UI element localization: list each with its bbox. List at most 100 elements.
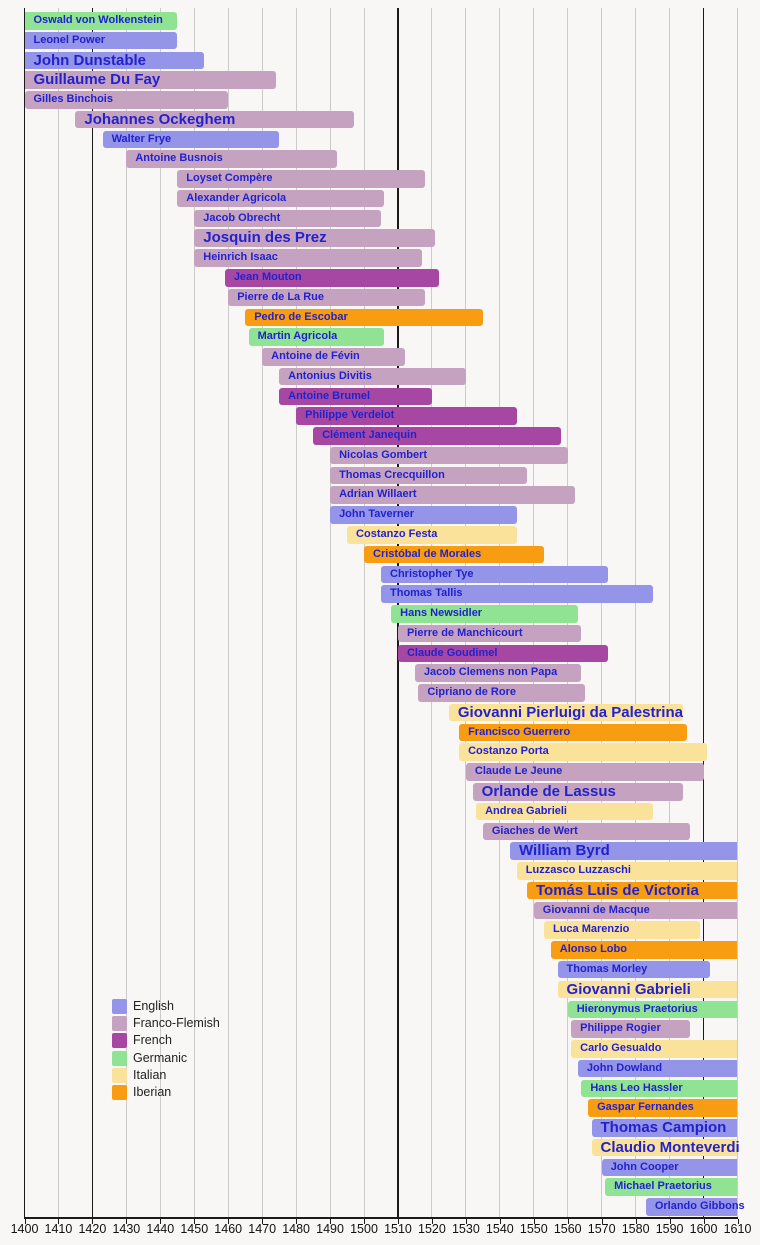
composer-label: Pierre de La Rue bbox=[237, 290, 325, 303]
composer-bar[interactable]: Jacob Obrecht bbox=[194, 209, 381, 228]
composer-bar[interactable]: Martin Agricola bbox=[248, 328, 385, 346]
composer-label: Costanzo Festa bbox=[356, 528, 438, 541]
composer-label: John Cooper bbox=[610, 1160, 679, 1173]
composer-bar[interactable]: Orlando Gibbons bbox=[645, 1198, 745, 1216]
composer-bar[interactable]: Claude Le Jeune bbox=[465, 763, 704, 781]
composer-bar[interactable]: Antoine Brumel bbox=[279, 387, 432, 406]
composer-bar[interactable]: Francisco Guerrero bbox=[459, 723, 687, 742]
x-axis-tick-label: 1440 bbox=[146, 1222, 175, 1236]
x-axis-tick-label: 1570 bbox=[587, 1222, 616, 1236]
x-axis-tick-label: 1540 bbox=[485, 1222, 514, 1236]
composer-bar[interactable]: Loyset Compère bbox=[177, 170, 426, 188]
composer-bar[interactable]: John Dowland bbox=[577, 1059, 738, 1078]
composer-bar[interactable]: Guillaume Du Fay bbox=[24, 71, 276, 89]
composer-label: Alexander Agricola bbox=[186, 191, 287, 204]
composer-label: Pedro de Escobar bbox=[254, 310, 348, 323]
composer-bar[interactable]: Claudio Monteverdi bbox=[591, 1138, 740, 1157]
legend-swatch-iberian bbox=[112, 1085, 127, 1100]
composer-bar[interactable]: Luzzasco Luzzaschi bbox=[516, 862, 738, 880]
composer-label: Antoine de Févin bbox=[271, 350, 360, 363]
composer-bar[interactable]: Giovanni Gabrieli bbox=[557, 980, 738, 999]
x-axis-tick-label: 1500 bbox=[350, 1222, 378, 1236]
composer-bar[interactable]: Antoine Busnois bbox=[126, 150, 337, 168]
composer-label: Hans Newsidler bbox=[400, 607, 483, 620]
composer-bar[interactable]: Leonel Power bbox=[24, 31, 178, 50]
composer-bar[interactable]: Giovanni Pierluigi da Palestrina bbox=[448, 703, 684, 722]
composer-bar[interactable]: Clément Janequin bbox=[313, 427, 561, 445]
composer-label: Thomas Crecquillon bbox=[339, 468, 445, 481]
composer-label: Andrea Gabrieli bbox=[485, 804, 567, 817]
composer-bar[interactable]: Josquin des Prez bbox=[194, 229, 436, 247]
composer-bar[interactable]: Oswald von Wolkenstein bbox=[24, 12, 178, 30]
composer-bar[interactable]: Giovanni de Macque bbox=[533, 901, 738, 920]
composer-bar[interactable]: Michael Praetorius bbox=[605, 1178, 738, 1196]
composer-bar[interactable]: Alexander Agricola bbox=[177, 189, 385, 208]
composer-bar[interactable]: Hans Newsidler bbox=[391, 605, 578, 623]
gridline-1460 bbox=[227, 8, 229, 1217]
composer-bar[interactable]: Hieronymus Praetorius bbox=[567, 1000, 738, 1018]
composer-bar[interactable]: Philippe Verdelot bbox=[296, 407, 517, 425]
composer-bar[interactable]: Costanzo Porta bbox=[459, 743, 707, 761]
composer-label: Carlo Gesualdo bbox=[580, 1042, 662, 1055]
composer-label: Claude Le Jeune bbox=[474, 765, 563, 778]
composer-bar[interactable]: Andrea Gabrieli bbox=[476, 802, 653, 821]
composer-bar[interactable]: Alonso Lobo bbox=[550, 941, 738, 959]
composer-label: Claudio Monteverdi bbox=[600, 1138, 740, 1156]
composer-bar[interactable]: Jean Mouton bbox=[224, 269, 439, 287]
x-axis-tick-1590 bbox=[669, 1218, 671, 1224]
composer-bar[interactable]: Antoine de Févin bbox=[262, 348, 405, 366]
composer-bar[interactable]: Nicolas Gombert bbox=[330, 446, 568, 465]
composer-bar[interactable]: Giaches de Wert bbox=[482, 822, 690, 841]
composer-bar[interactable]: Thomas Morley bbox=[557, 960, 711, 979]
composer-label: Giaches de Wert bbox=[491, 824, 578, 837]
composer-bar[interactable]: Heinrich Isaac bbox=[194, 249, 422, 267]
composer-bar[interactable]: William Byrd bbox=[510, 842, 738, 860]
era-divider-line-1420 bbox=[91, 8, 94, 1217]
composer-bar[interactable]: Pierre de La Rue bbox=[228, 288, 426, 307]
legend-swatch-franco_flemish bbox=[112, 1016, 127, 1032]
composer-bar[interactable]: Gaspar Fernandes bbox=[588, 1099, 738, 1117]
x-axis-tick-label: 1520 bbox=[418, 1222, 446, 1236]
composer-bar[interactable]: John Taverner bbox=[330, 506, 517, 524]
composer-bar[interactable]: Costanzo Festa bbox=[347, 526, 517, 544]
era-divider-line-1600 bbox=[702, 8, 705, 1217]
composer-bar[interactable]: Hans Leo Hassler bbox=[581, 1079, 738, 1098]
gridline-1450 bbox=[193, 8, 195, 1217]
composer-bar[interactable]: Pierre de Manchicourt bbox=[397, 624, 582, 643]
x-axis-tick-1410 bbox=[58, 1218, 60, 1224]
composer-bar[interactable]: Philippe Rogier bbox=[571, 1020, 690, 1038]
composer-bar[interactable]: Gilles Binchois bbox=[24, 91, 229, 109]
composer-label: Luca Marenzio bbox=[552, 923, 630, 936]
composer-bar[interactable]: John Cooper bbox=[601, 1158, 738, 1177]
composer-bar[interactable]: Carlo Gesualdo bbox=[571, 1040, 738, 1058]
composer-label: Michael Praetorius bbox=[614, 1180, 712, 1193]
composer-bar[interactable]: Antonius Divitis bbox=[279, 367, 466, 386]
composer-bar[interactable]: Tomás Luis de Victoria bbox=[526, 881, 738, 900]
x-axis-tick-label: 1580 bbox=[621, 1222, 650, 1236]
composer-label: Philippe Rogier bbox=[580, 1022, 661, 1035]
composer-bar[interactable]: Johannes Ockeghem bbox=[75, 110, 354, 129]
gridline-1590 bbox=[669, 8, 671, 1217]
composer-label: Orlande de Lassus bbox=[481, 783, 616, 801]
composer-label: Jean Mouton bbox=[233, 271, 302, 283]
composer-bar[interactable]: Orlande de Lassus bbox=[472, 783, 684, 801]
composer-bar[interactable]: Thomas Tallis bbox=[381, 585, 653, 603]
composer-bar[interactable]: John Dunstable bbox=[24, 51, 205, 70]
composer-bar[interactable]: Adrian Willaert bbox=[330, 486, 575, 504]
composer-bar[interactable]: Jacob Clemens non Papa bbox=[414, 664, 582, 682]
composer-bar[interactable]: Christopher Tye bbox=[381, 565, 609, 584]
x-axis-tick-1570 bbox=[601, 1218, 603, 1224]
x-axis-tick-label: 1530 bbox=[451, 1222, 480, 1236]
composer-bar[interactable]: Walter Frye bbox=[102, 130, 280, 149]
composer-bar[interactable]: Pedro de Escobar bbox=[245, 308, 483, 327]
composer-bar[interactable]: Thomas Campion bbox=[591, 1119, 738, 1137]
x-axis-line bbox=[24, 1217, 738, 1219]
x-axis-tick-1490 bbox=[330, 1218, 332, 1224]
composer-bar[interactable]: Claude Goudimel bbox=[397, 644, 609, 663]
composer-bar[interactable]: Cristóbal de Morales bbox=[364, 545, 544, 564]
composer-bar[interactable]: Cipriano de Rore bbox=[418, 684, 585, 702]
composer-bar[interactable]: Luca Marenzio bbox=[543, 921, 701, 939]
x-axis-tick-1540 bbox=[499, 1218, 501, 1224]
composer-bar[interactable]: Thomas Crecquillon bbox=[330, 466, 527, 485]
